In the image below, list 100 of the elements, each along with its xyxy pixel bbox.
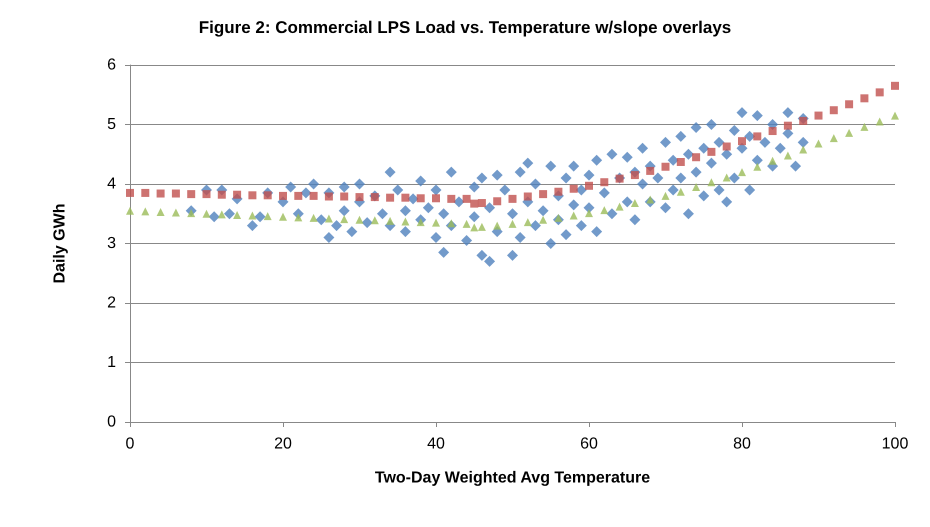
point xyxy=(187,190,196,198)
point xyxy=(156,190,165,198)
point xyxy=(508,194,516,203)
point xyxy=(630,199,639,208)
point xyxy=(524,192,532,200)
point xyxy=(738,137,746,146)
y-tick-label: 4 xyxy=(107,176,116,192)
y-tick-label: 3 xyxy=(107,235,116,252)
point xyxy=(692,153,700,162)
point xyxy=(845,128,854,137)
x-tick-label: 60 xyxy=(580,436,598,452)
point xyxy=(126,188,134,197)
point xyxy=(462,194,471,203)
point xyxy=(722,142,731,151)
point xyxy=(470,223,478,232)
point xyxy=(676,158,685,166)
point xyxy=(294,213,302,222)
point xyxy=(493,222,502,230)
point xyxy=(600,178,608,186)
point xyxy=(570,212,578,220)
point xyxy=(447,219,456,228)
point xyxy=(539,190,548,198)
point xyxy=(508,220,516,228)
point xyxy=(891,82,899,90)
point xyxy=(470,200,478,208)
point xyxy=(141,188,150,197)
point xyxy=(814,112,822,120)
point xyxy=(324,192,333,200)
point xyxy=(370,193,379,202)
point xyxy=(218,190,226,199)
point xyxy=(172,208,180,217)
point xyxy=(524,218,532,226)
y-tick-label: 0 xyxy=(107,414,116,430)
point xyxy=(401,217,410,226)
point xyxy=(876,118,884,126)
point xyxy=(707,148,716,156)
point xyxy=(554,188,562,196)
point xyxy=(386,194,394,202)
point xyxy=(830,106,838,114)
point xyxy=(478,199,486,208)
point xyxy=(279,212,287,221)
point xyxy=(845,100,854,108)
point xyxy=(324,214,333,223)
point xyxy=(662,192,670,200)
x-tick-label: 20 xyxy=(274,436,292,452)
point xyxy=(676,188,685,196)
point xyxy=(233,190,242,199)
point xyxy=(156,208,165,216)
point xyxy=(248,212,256,220)
point xyxy=(860,122,868,131)
y-tick-label: 2 xyxy=(107,294,116,312)
point xyxy=(248,191,256,200)
point xyxy=(539,216,548,224)
point xyxy=(126,206,134,215)
x-tick-label: 0 xyxy=(126,436,135,452)
point xyxy=(233,210,242,219)
point xyxy=(768,156,777,165)
point xyxy=(753,132,762,140)
point xyxy=(799,145,808,154)
point xyxy=(416,218,425,226)
point xyxy=(294,192,302,200)
point xyxy=(493,197,502,206)
point xyxy=(340,192,348,200)
point xyxy=(585,209,593,218)
point xyxy=(784,122,792,130)
point xyxy=(630,171,639,180)
x-tick-label: 100 xyxy=(882,436,908,452)
point xyxy=(340,215,348,224)
point xyxy=(401,194,410,202)
point xyxy=(722,173,731,182)
point xyxy=(462,220,471,228)
point xyxy=(432,218,440,227)
point xyxy=(432,194,440,202)
point xyxy=(646,195,654,204)
point xyxy=(554,214,562,222)
point xyxy=(202,210,210,218)
point xyxy=(218,210,226,218)
point xyxy=(646,166,654,175)
point xyxy=(662,162,670,171)
point xyxy=(600,206,608,214)
point xyxy=(172,190,180,198)
point xyxy=(876,88,884,96)
point xyxy=(264,212,272,220)
point xyxy=(416,194,425,202)
point xyxy=(310,214,318,222)
point xyxy=(356,216,364,224)
y-tick-label: 1 xyxy=(107,354,116,371)
point xyxy=(860,94,868,102)
x-axis-title: Two-Day Weighted Avg Temperature xyxy=(374,470,650,486)
point xyxy=(814,140,822,148)
point xyxy=(264,191,272,200)
chart-title: Figure 2: Commercial LPS Load vs. Temperature w/slope overlays xyxy=(198,18,732,37)
point xyxy=(570,184,578,193)
point xyxy=(784,151,792,160)
point xyxy=(616,202,624,211)
point xyxy=(141,207,150,216)
point xyxy=(768,127,777,136)
point xyxy=(738,168,746,176)
point xyxy=(187,209,196,218)
point xyxy=(386,216,394,225)
